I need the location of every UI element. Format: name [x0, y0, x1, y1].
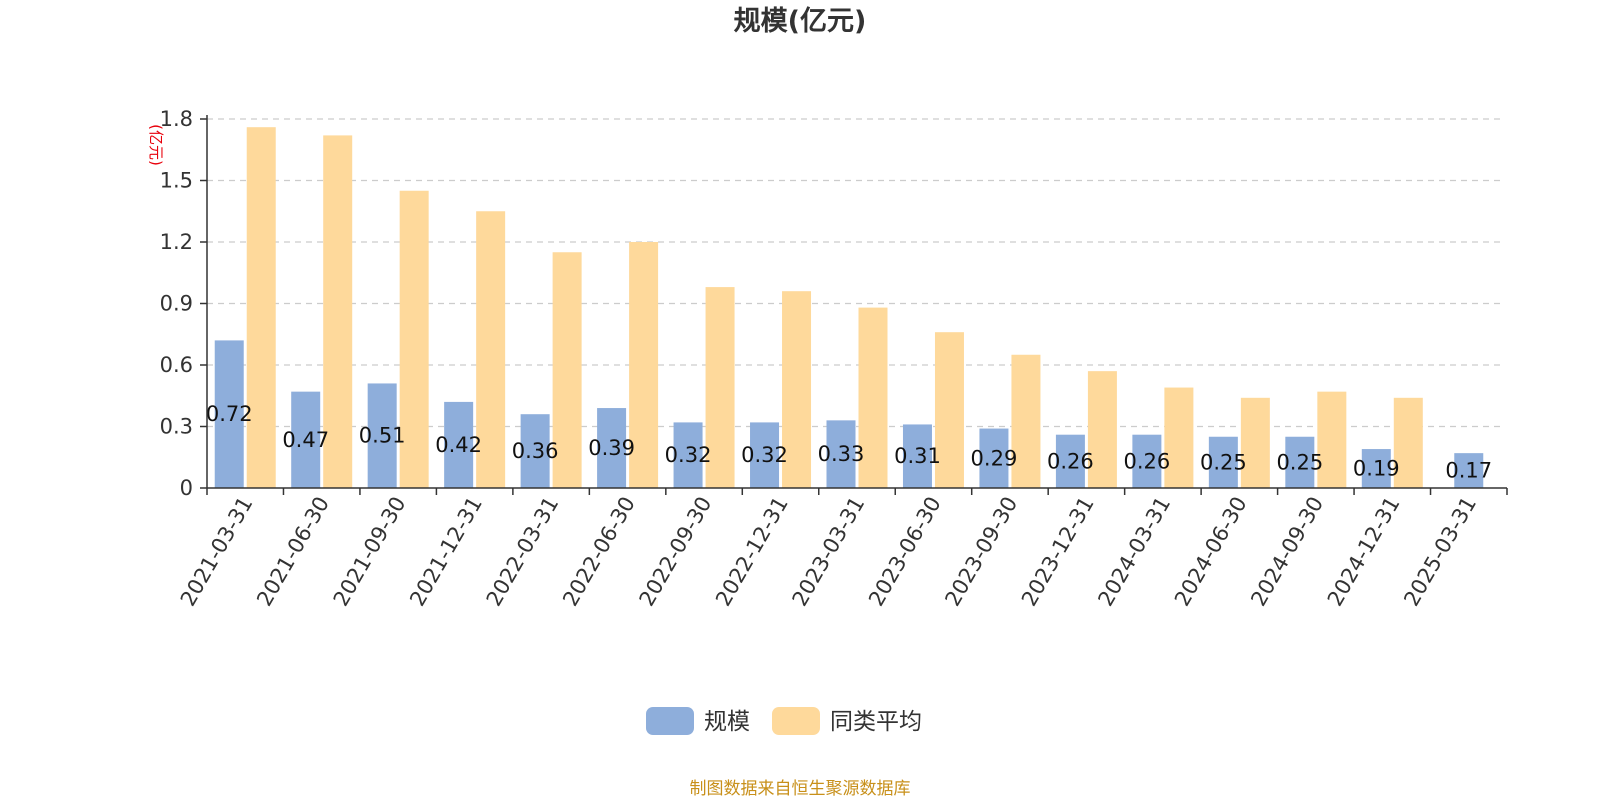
y-axis-unit-label: (亿元)	[147, 124, 165, 166]
bar-2023-06-30-peer-average[interactable]	[934, 332, 964, 488]
bar-2023-03-31-peer-average[interactable]	[858, 307, 888, 488]
bar-2021-12-31-scale[interactable]	[444, 401, 474, 488]
value-label-2022-03-31: 0.36	[512, 439, 559, 463]
bar-2022-12-31-scale[interactable]	[750, 422, 780, 488]
x-tick-label: 2023-03-31	[788, 493, 870, 611]
x-tick-label: 2021-06-30	[252, 493, 334, 611]
value-label-2024-03-31: 0.26	[1123, 449, 1170, 473]
x-tick-label: 2024-03-31	[1093, 493, 1175, 611]
bar-2022-03-31-peer-average[interactable]	[552, 252, 582, 488]
value-label-2021-09-30: 0.51	[359, 424, 406, 448]
bar-2024-09-30-scale[interactable]	[1285, 436, 1315, 488]
x-tick-label: 2021-12-31	[405, 493, 487, 611]
value-label-2023-03-31: 0.33	[818, 442, 865, 466]
bar-2024-03-31-peer-average[interactable]	[1164, 387, 1194, 488]
grid-lines	[207, 118, 1503, 428]
bar-2025-03-31-scale[interactable]	[1454, 453, 1484, 488]
value-label-2021-06-30: 0.47	[282, 428, 329, 452]
value-label-2021-03-31: 0.72	[206, 402, 253, 426]
value-label-2023-06-30: 0.31	[894, 444, 941, 468]
bar-2023-12-31-peer-average[interactable]	[1087, 371, 1117, 488]
y-tick-label: 1.5	[160, 169, 193, 193]
x-tick-label: 2024-12-31	[1323, 493, 1405, 611]
y-tick-label: 1.8	[160, 107, 193, 131]
bar-2024-06-30-scale[interactable]	[1208, 436, 1238, 488]
bar-2024-12-31-scale[interactable]	[1361, 449, 1391, 488]
x-tick-label: 2024-06-30	[1170, 493, 1252, 611]
x-tick-label: 2021-09-30	[329, 493, 411, 611]
x-tick-label: 2021-03-31	[176, 493, 258, 611]
x-tick-label: 2023-06-30	[864, 493, 946, 611]
value-label-2022-09-30: 0.32	[665, 443, 712, 467]
legend-swatch-peer-average[interactable]	[772, 707, 820, 735]
bar-2022-12-31-peer-average[interactable]	[782, 291, 812, 488]
source-note: 制图数据来自恒生聚源数据库	[689, 779, 911, 799]
bar-2022-09-30-scale[interactable]	[673, 422, 703, 488]
bar-2023-03-31-scale[interactable]	[826, 420, 856, 488]
value-label-2023-09-30: 0.29	[971, 446, 1018, 470]
x-tick-label: 2022-06-30	[558, 493, 640, 611]
value-label-2024-06-30: 0.25	[1200, 450, 1247, 474]
x-tick-label: 2022-03-31	[482, 493, 564, 611]
y-tick-label: 0.3	[160, 415, 193, 439]
y-tick-label: 0.6	[160, 353, 193, 377]
bar-2024-09-30-peer-average[interactable]	[1317, 391, 1347, 488]
value-label-2022-12-31: 0.32	[741, 443, 788, 467]
y-tick-label: 0	[180, 476, 193, 500]
bar-2024-12-31-peer-average[interactable]	[1393, 397, 1423, 488]
value-label-2024-12-31: 0.19	[1353, 457, 1400, 481]
bar-2021-03-31-peer-average[interactable]	[246, 127, 276, 488]
value-labels: 0.72 0.47 0.51 0.42 0.36 0.39 0.32 0.32 0.33 0.31…	[206, 402, 1492, 482]
x-tick-label: 2023-09-30	[940, 493, 1022, 611]
value-label-2021-12-31: 0.42	[435, 433, 482, 457]
x-tick-label: 2023-12-31	[1017, 493, 1099, 611]
bar-2022-06-30-scale[interactable]	[597, 408, 627, 488]
y-tick-label: 1.2	[160, 230, 193, 254]
bars	[214, 127, 1484, 488]
x-tick-label: 2025-03-31	[1399, 493, 1481, 611]
value-label-2022-06-30: 0.39	[588, 436, 635, 460]
bar-2023-06-30-scale[interactable]	[902, 424, 932, 488]
value-label-2023-12-31: 0.26	[1047, 449, 1094, 473]
x-tick-label: 2022-09-30	[635, 493, 717, 611]
bar-2021-09-30-peer-average[interactable]	[399, 190, 429, 488]
x-tick-label: 2024-09-30	[1246, 493, 1328, 611]
value-label-2025-03-31: 0.17	[1445, 459, 1492, 483]
bar-2021-12-31-peer-average[interactable]	[476, 211, 506, 488]
x-tick-label: 2022-12-31	[711, 493, 793, 611]
y-tick-label: 0.9	[160, 292, 193, 316]
bar-2024-06-30-peer-average[interactable]	[1240, 397, 1270, 488]
bar-2021-03-31-scale[interactable]	[214, 340, 244, 488]
legend[interactable]: 规模 同类平均	[646, 707, 922, 735]
bar-2023-09-30-scale[interactable]	[979, 428, 1009, 488]
bar-2022-03-31-scale[interactable]	[520, 414, 550, 488]
bar-2021-09-30-scale[interactable]	[367, 383, 397, 488]
bar-2022-06-30-peer-average[interactable]	[629, 242, 659, 488]
legend-label-scale[interactable]: 规模	[704, 709, 750, 735]
legend-swatch-scale[interactable]	[646, 707, 694, 735]
legend-label-peer-average[interactable]: 同类平均	[830, 709, 922, 735]
bar-2024-03-31-scale[interactable]	[1132, 434, 1162, 488]
bar-2021-06-30-peer-average[interactable]	[323, 135, 353, 488]
bar-2023-09-30-peer-average[interactable]	[1011, 354, 1041, 488]
value-label-2024-09-30: 0.25	[1276, 450, 1323, 474]
bar-2021-06-30-scale[interactable]	[291, 391, 321, 488]
bar-2023-12-31-scale[interactable]	[1055, 434, 1085, 488]
bar-2022-09-30-peer-average[interactable]	[705, 287, 735, 488]
chart-title: 规模(亿元)	[733, 6, 867, 37]
